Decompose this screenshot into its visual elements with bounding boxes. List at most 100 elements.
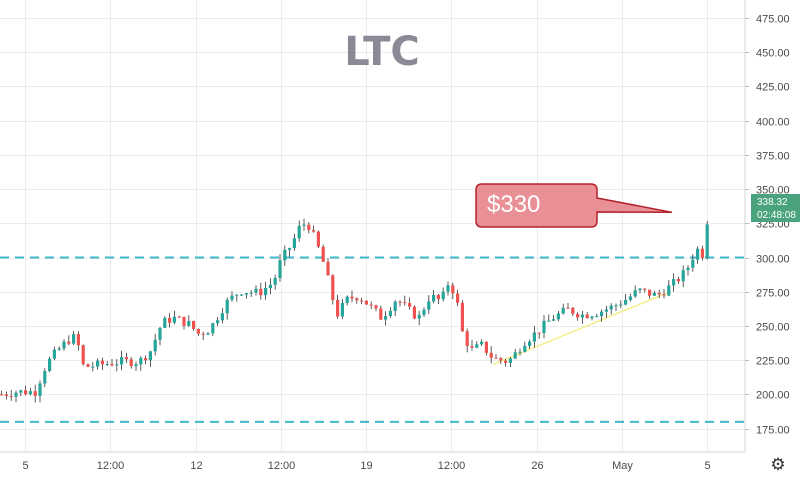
candle-body [192, 321, 196, 329]
callout-text: $330 [487, 191, 540, 218]
candle-body [0, 394, 4, 396]
candle-body [398, 301, 402, 303]
callout-shape [475, 183, 673, 228]
candle-body [187, 321, 191, 326]
candle-body [168, 317, 172, 323]
candle-body [350, 296, 354, 299]
x-tick-label: 12:00 [268, 460, 296, 472]
candle-body [504, 360, 508, 363]
candle-body [249, 292, 253, 294]
candle-body [427, 301, 431, 310]
candle-body [499, 358, 503, 361]
y-tick-label: 275.00 [756, 288, 790, 300]
candle-body [508, 358, 512, 363]
candle-body [206, 333, 210, 335]
candle-body [48, 358, 52, 371]
candle-body [475, 344, 479, 348]
candle-body [307, 224, 311, 231]
candle-body [336, 299, 340, 317]
candle-body [28, 391, 32, 395]
y-tick-label: 475.00 [756, 14, 790, 26]
candle-body [259, 288, 263, 296]
y-tick-label: 300.00 [756, 254, 790, 266]
x-tick-label: 12:00 [97, 460, 125, 472]
candle-body [52, 349, 56, 359]
candle-body [225, 299, 229, 314]
candle-body [134, 364, 138, 367]
candle-body [523, 345, 527, 352]
x-tick-label: 5 [22, 460, 28, 472]
candle-body [648, 289, 652, 296]
candle-body [547, 320, 551, 322]
candle-body [216, 320, 220, 324]
candle-body [172, 316, 176, 323]
candle-body [700, 248, 704, 258]
candle-body [494, 357, 498, 359]
candle-body [676, 278, 680, 282]
candle-body [81, 345, 85, 365]
x-tick-label: 26 [531, 460, 543, 472]
candle-body [446, 285, 450, 292]
candle-body [254, 288, 258, 293]
candle-body [230, 295, 234, 300]
candle-body [691, 259, 695, 268]
candle-body [38, 383, 42, 396]
candle-body [292, 238, 296, 249]
candle-body [96, 360, 100, 367]
candle-body [542, 320, 546, 334]
candle-body [480, 341, 484, 345]
candle-body [619, 304, 623, 306]
candle-body [288, 248, 292, 250]
candle-body [609, 305, 613, 310]
candle-body [585, 314, 589, 319]
x-tick-label: 12 [190, 460, 202, 472]
candle-body [662, 294, 666, 296]
time-axis[interactable]: 5 12:00 12 12:00 19 12:00 26 May 5 [0, 451, 745, 472]
candle-body [379, 308, 383, 320]
candle-body [528, 341, 532, 346]
candle-body [177, 316, 181, 318]
candle-body [417, 314, 421, 319]
candle-body [456, 293, 460, 303]
candle-body [580, 314, 584, 318]
candle-body [643, 288, 647, 290]
candle-body [24, 390, 28, 395]
y-tick-label: 375.00 [756, 151, 790, 163]
candle-body [240, 294, 244, 296]
candle-body [672, 278, 676, 286]
candle-body [566, 307, 570, 309]
candle-body [62, 341, 66, 349]
candle-body [105, 364, 109, 366]
candle-body [686, 267, 690, 271]
candle-body [628, 296, 632, 300]
y-tick-label: 250.00 [756, 322, 790, 334]
candle-body [316, 231, 320, 247]
last-price-value: 338.32 [757, 197, 788, 208]
trend-line[interactable] [492, 292, 668, 366]
candle-body [235, 294, 239, 296]
candle-body [412, 306, 416, 319]
candle-body [652, 292, 656, 296]
x-tick-label: May [612, 460, 633, 472]
settings-gear-icon[interactable]: ⚙ [770, 455, 786, 475]
candle-body [201, 333, 205, 335]
candle-body [4, 394, 8, 397]
candle-body [345, 296, 349, 303]
candle-body [552, 319, 556, 321]
candle-body [364, 300, 368, 305]
candle-body [196, 328, 200, 334]
candle-body [244, 293, 248, 295]
candle-body [408, 303, 412, 307]
horizontal-levels [0, 256, 745, 423]
candle-body [465, 331, 469, 347]
candle-body [614, 305, 618, 307]
candle-body [33, 391, 37, 396]
price-axis[interactable]: 175.00200.00225.00250.00275.00300.00325.… [744, 0, 800, 452]
candle-body [436, 294, 440, 300]
candle-body [489, 352, 493, 358]
x-tick-label: 5 [704, 460, 710, 472]
candle-body [268, 284, 272, 288]
candle-body [604, 309, 608, 312]
candle-body [76, 334, 80, 346]
